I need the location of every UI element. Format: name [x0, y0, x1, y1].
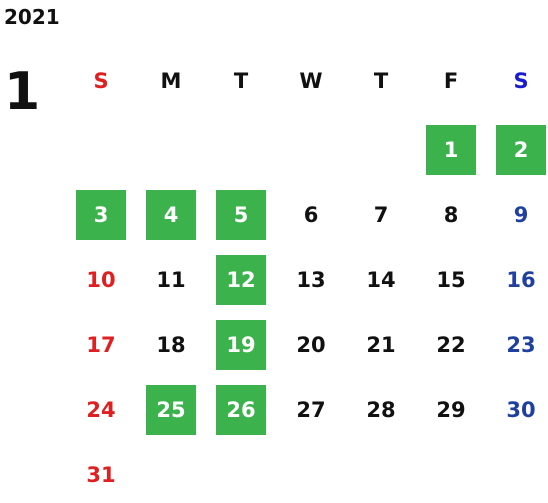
- day-cell-29[interactable]: 29: [436, 397, 466, 422]
- day-cell-16[interactable]: 16: [506, 267, 536, 292]
- day-cell-21[interactable]: 21: [366, 332, 396, 357]
- year-label: 2021: [4, 5, 60, 29]
- weekday-header-4: T: [373, 68, 389, 93]
- day-cell-25[interactable]: 25: [146, 385, 196, 435]
- day-cell-15[interactable]: 15: [436, 267, 466, 292]
- weekday-header-3: W: [299, 68, 323, 93]
- day-cell-3[interactable]: 3: [76, 190, 126, 240]
- day-cell-8[interactable]: 8: [443, 202, 459, 227]
- weekday-header-0: S: [93, 68, 109, 93]
- day-cell-30[interactable]: 30: [506, 397, 536, 422]
- day-cell-13[interactable]: 13: [296, 267, 326, 292]
- day-cell-23[interactable]: 23: [506, 332, 536, 357]
- day-cell-14[interactable]: 14: [366, 267, 396, 292]
- day-cell-12[interactable]: 12: [216, 255, 266, 305]
- day-cell-26[interactable]: 26: [216, 385, 266, 435]
- month-label: 1: [4, 62, 41, 122]
- weekday-header-2: T: [233, 68, 249, 93]
- day-cell-6[interactable]: 6: [303, 202, 319, 227]
- day-cell-17[interactable]: 17: [86, 332, 116, 357]
- day-cell-18[interactable]: 18: [156, 332, 186, 357]
- day-cell-7[interactable]: 7: [373, 202, 389, 227]
- day-cell-27[interactable]: 27: [296, 397, 326, 422]
- day-cell-11[interactable]: 11: [156, 267, 186, 292]
- weekday-header-1: M: [160, 68, 182, 93]
- day-cell-5[interactable]: 5: [216, 190, 266, 240]
- weekday-header-5: F: [443, 68, 459, 93]
- day-cell-9[interactable]: 9: [513, 202, 529, 227]
- day-cell-24[interactable]: 24: [86, 397, 116, 422]
- day-cell-2[interactable]: 2: [496, 125, 546, 175]
- day-cell-28[interactable]: 28: [366, 397, 396, 422]
- day-cell-4[interactable]: 4: [146, 190, 196, 240]
- day-cell-19[interactable]: 19: [216, 320, 266, 370]
- day-cell-31[interactable]: 31: [86, 462, 116, 487]
- day-cell-20[interactable]: 20: [296, 332, 326, 357]
- day-cell-10[interactable]: 10: [86, 267, 116, 292]
- day-cell-22[interactable]: 22: [436, 332, 466, 357]
- day-cell-1[interactable]: 1: [426, 125, 476, 175]
- weekday-header-6: S: [513, 68, 529, 93]
